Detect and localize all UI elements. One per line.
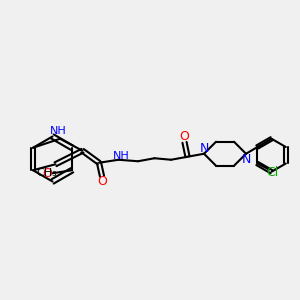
Text: O: O [97, 175, 107, 188]
Text: N: N [241, 153, 251, 166]
Text: NH: NH [113, 151, 130, 161]
Text: NH: NH [50, 126, 67, 136]
Text: O: O [180, 130, 190, 143]
Text: Cl: Cl [266, 166, 278, 179]
Text: CH₃: CH₃ [36, 168, 57, 178]
Text: N: N [199, 142, 209, 155]
Text: O: O [42, 167, 52, 180]
